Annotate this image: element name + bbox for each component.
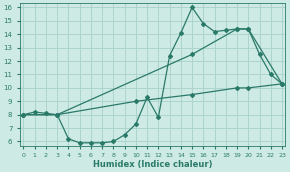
X-axis label: Humidex (Indice chaleur): Humidex (Indice chaleur) (93, 159, 213, 169)
